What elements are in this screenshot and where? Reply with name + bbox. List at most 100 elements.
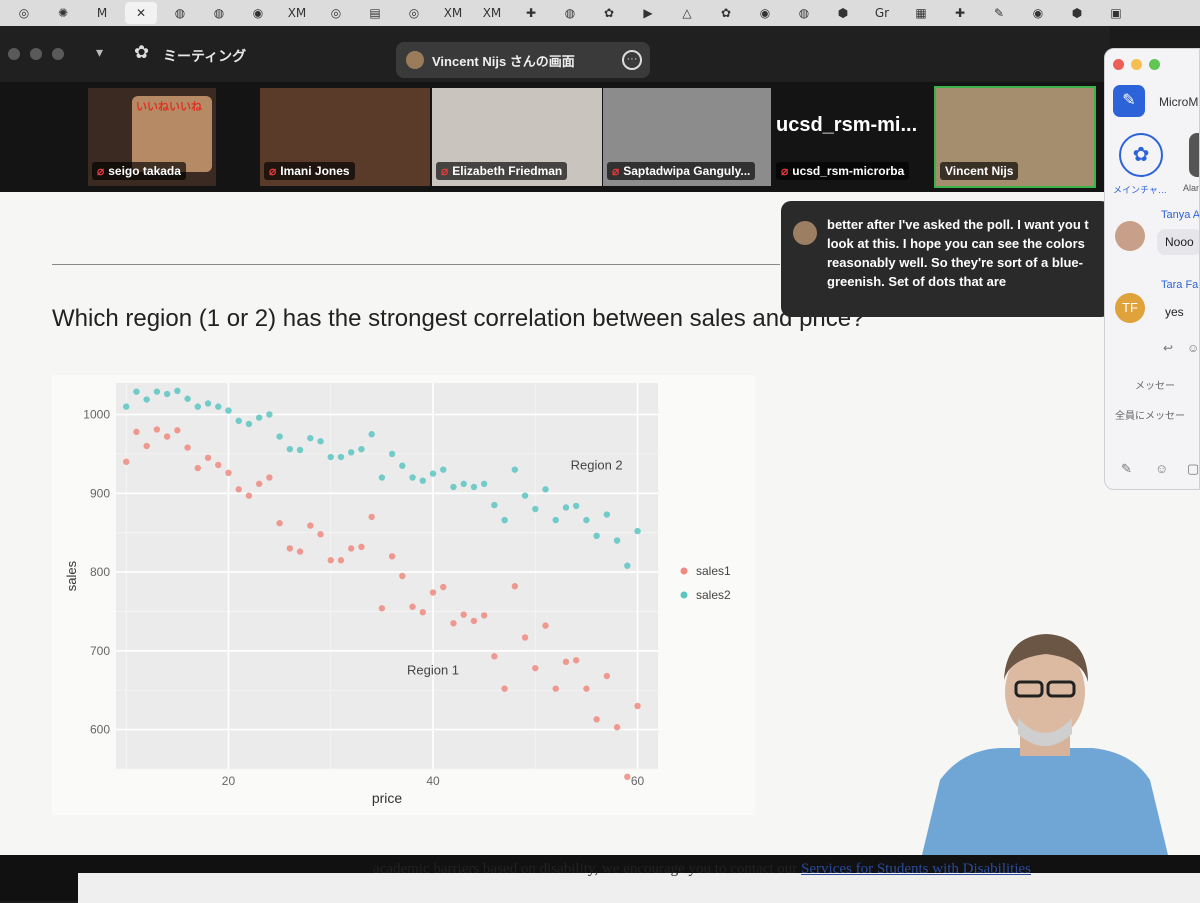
channel-paw-icon[interactable]: ✿ — [1119, 133, 1163, 177]
browser-tab[interactable]: ✿ — [720, 6, 732, 20]
participant-strip: いいねいいね ⌀ seigo takada ⌀ Imani Jones ⌀ Eliza… — [0, 82, 1110, 192]
chevron-down-icon[interactable]: ▾ — [96, 44, 104, 60]
browser-tab[interactable]: ✚ — [954, 6, 966, 20]
data-point-sales2 — [225, 407, 232, 414]
caption-text: better after I've asked the poll. I want… — [827, 217, 1089, 289]
chat-close-button[interactable] — [1113, 59, 1124, 70]
emoji-icon[interactable]: ☺ — [1155, 461, 1169, 476]
browser-tab[interactable]: ◍ — [798, 6, 810, 20]
legend-swatch — [680, 591, 688, 599]
data-point-sales2 — [153, 388, 161, 395]
browser-tab[interactable]: XM — [287, 6, 307, 20]
browser-tab[interactable]: ⬢ — [837, 6, 849, 20]
browser-tab[interactable]: ◍ — [213, 6, 225, 20]
browser-tab[interactable]: ▶ — [643, 6, 653, 20]
data-point-sales2 — [440, 466, 447, 473]
muted-mic-icon: ⌀ — [441, 164, 449, 178]
chat-sender-name: Tanya A — [1161, 209, 1200, 221]
browser-tab[interactable]: ◉ — [1032, 6, 1044, 20]
browser-tab[interactable]: ◍ — [174, 6, 186, 20]
data-point-sales1 — [204, 454, 212, 462]
data-point-sales2 — [470, 483, 478, 491]
participant-tile[interactable]: ⌀ Saptadwipa Ganguly... — [603, 88, 771, 186]
browser-tab[interactable]: ✿ — [603, 6, 615, 20]
browser-tab[interactable]: ◎ — [18, 6, 30, 20]
browser-tab[interactable]: ◍ — [564, 6, 576, 20]
data-point-sales1 — [491, 653, 498, 660]
muted-mic-icon: ⌀ — [97, 164, 105, 178]
close-window-button[interactable] — [8, 48, 20, 60]
services-link[interactable]: Services for Students with Disabilities — [801, 861, 1032, 877]
participant-name: ⌀ Imani Jones — [264, 162, 355, 180]
chat-app-name: MicroM — [1159, 95, 1199, 109]
browser-tab[interactable]: ⬢ — [1071, 6, 1083, 20]
browser-tab[interactable]: ✚ — [525, 6, 537, 20]
maximize-window-button[interactable] — [52, 48, 64, 60]
data-point-sales2 — [204, 400, 212, 407]
recipient-selector[interactable]: メッセー — [1135, 381, 1175, 392]
chart-annotation: Region 2 — [571, 458, 623, 473]
browser-tab[interactable]: ◉ — [759, 6, 771, 20]
reply-icon[interactable]: ↩ — [1163, 341, 1174, 355]
participant-tile[interactable]: いいねいいね ⌀ seigo takada — [88, 88, 216, 186]
browser-tab[interactable]: XM — [443, 6, 463, 20]
data-point-sales1 — [123, 458, 130, 465]
data-point-sales1 — [307, 522, 314, 529]
data-point-sales1 — [358, 543, 365, 551]
browser-tab[interactable]: Gr — [874, 6, 890, 20]
data-point-sales2 — [501, 516, 508, 524]
data-point-sales2 — [593, 532, 600, 540]
browser-tab[interactable]: ◎ — [330, 6, 342, 20]
data-point-sales2 — [562, 504, 570, 511]
compose-icon[interactable]: ✎ — [1113, 85, 1145, 117]
participant-name: ⌀ Elizabeth Friedman — [436, 162, 568, 180]
attach-icon[interactable]: ▢ — [1187, 461, 1200, 476]
data-point-sales1 — [266, 474, 273, 481]
data-point-sales2 — [123, 403, 130, 410]
screen-share-indicator[interactable]: Vincent Nijs さんの画面 ··· — [396, 42, 650, 78]
participant-tile[interactable]: ⌀ Elizabeth Friedman — [432, 88, 602, 186]
participant-tile-active-speaker[interactable]: Vincent Nijs — [934, 86, 1096, 188]
browser-tab[interactable]: ◎ — [408, 6, 420, 20]
data-point-sales1 — [317, 531, 324, 538]
data-point-sales1 — [296, 548, 304, 555]
chat-minimize-button[interactable] — [1131, 59, 1142, 70]
data-point-sales2 — [235, 417, 242, 425]
channel2-avatar[interactable] — [1189, 133, 1199, 177]
data-point-sales1 — [593, 716, 600, 723]
more-options-icon[interactable]: ··· — [622, 50, 642, 70]
browser-tab[interactable]: ◉ — [252, 6, 264, 20]
live-caption: better after I've asked the poll. I want… — [781, 201, 1111, 317]
chat-input[interactable]: 全員にメッセー — [1115, 411, 1185, 422]
browser-tab[interactable]: XM — [482, 6, 502, 20]
data-point-sales2 — [163, 390, 171, 398]
browser-tab[interactable]: ✺ — [57, 6, 69, 20]
browser-tab[interactable]: M — [96, 6, 108, 20]
browser-tab[interactable]: ✎ — [993, 6, 1005, 20]
browser-tab[interactable]: ▣ — [1110, 6, 1122, 20]
data-point-sales2 — [143, 396, 150, 403]
data-point-sales1 — [235, 486, 242, 493]
minimize-window-button[interactable] — [30, 48, 42, 60]
x-axis-label: price — [372, 790, 403, 806]
data-point-sales2 — [245, 420, 253, 428]
browser-tab[interactable]: ▦ — [915, 6, 927, 20]
scatter-chart-svg: 20 40 60 600 700 800 900 1000 Region 2 Region 1 pr… — [64, 383, 731, 806]
y-tick-label: 600 — [90, 723, 110, 737]
chat-avatar-initials: TF — [1115, 293, 1145, 323]
browser-tab[interactable]: ▤ — [369, 6, 381, 20]
data-point-sales2 — [399, 462, 406, 469]
data-point-sales2 — [388, 450, 396, 458]
emoji-reaction-icon[interactable]: ☺ — [1187, 341, 1200, 355]
browser-tab[interactable]: △ — [682, 6, 692, 20]
participant-photo — [132, 96, 212, 172]
x-tick-label: 40 — [426, 774, 440, 788]
channel-label: メインチャ… — [1113, 185, 1167, 195]
participant-tile[interactable]: ⌀ Imani Jones — [260, 88, 430, 186]
browser-tab[interactable]: ✕ — [125, 2, 157, 24]
participant-tile[interactable]: ucsd_rsm-mi... ⌀ ucsd_rsm-microrba — [772, 88, 932, 186]
legend-label: sales1 — [696, 564, 731, 578]
chat-maximize-button[interactable] — [1149, 59, 1160, 70]
format-icon[interactable]: ✎ — [1121, 461, 1132, 476]
data-point-sales1 — [613, 724, 621, 731]
